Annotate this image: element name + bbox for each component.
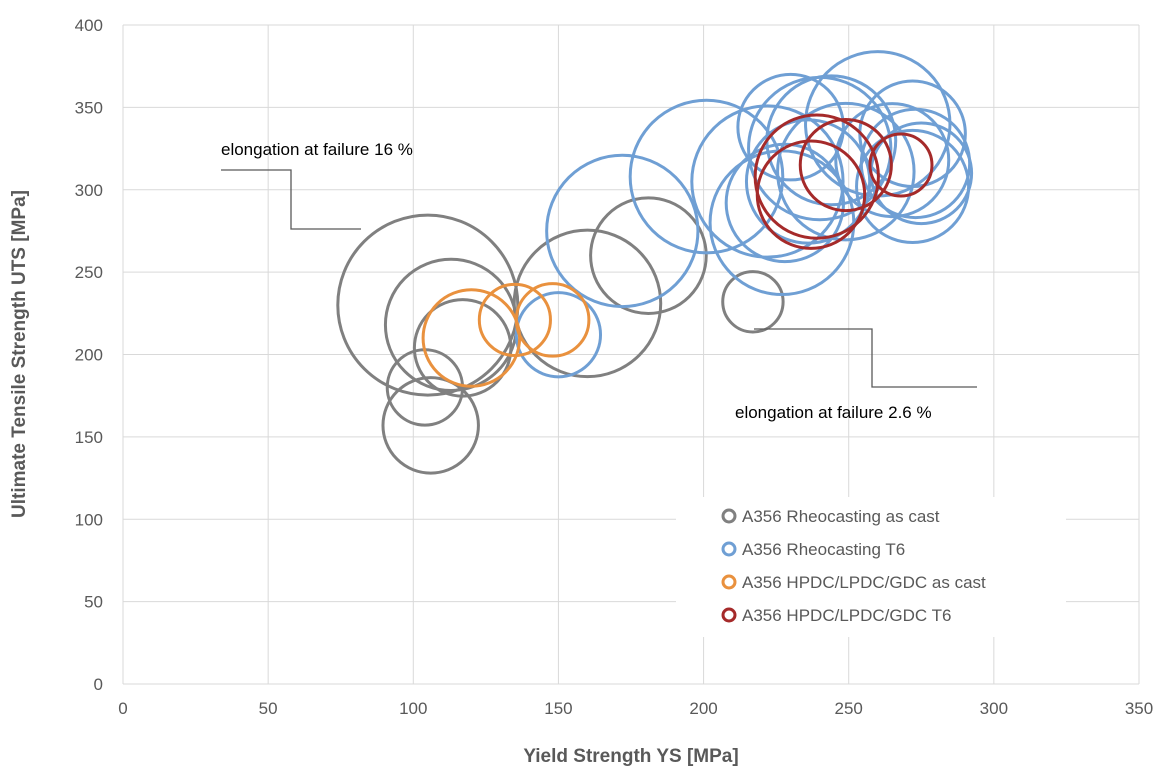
- legend-item-hpdc-t6: A356 HPDC/LPDC/GDC T6: [721, 606, 951, 625]
- bubble-series-0-point-4: [381, 376, 480, 475]
- legend: A356 Rheocasting as cast A356 Rheocastin…: [676, 497, 1066, 637]
- y-tick-label-0: 0: [94, 675, 103, 694]
- x-tick-label-3: 150: [544, 699, 572, 718]
- bubble-series-1-point-9: [776, 101, 916, 242]
- x-tick-label-0: 0: [118, 699, 127, 718]
- bubble-series-1-point-6: [736, 72, 845, 182]
- y-tick-label-1: 50: [84, 593, 103, 612]
- bubble-series-3-point-3: [868, 132, 934, 198]
- x-tick-label-1: 50: [259, 699, 278, 718]
- x-tick-label-7: 350: [1125, 699, 1153, 718]
- legend-marker-hpdc-t6: [721, 607, 737, 623]
- x-tick-label-5: 250: [835, 699, 863, 718]
- y-axis-title: Ultimate Tensile Strength UTS [MPa]: [9, 190, 30, 518]
- bubble-series-3-point-1: [755, 139, 867, 250]
- bubble-series-1-point-8: [744, 118, 872, 245]
- bubble-series-1-point-3: [690, 104, 845, 259]
- x-tick-label-4: 200: [689, 699, 717, 718]
- legend-item-hpdc-as-cast: A356 HPDC/LPDC/GDC as cast: [721, 573, 986, 592]
- legend-marker-rheocasting-as-cast: [721, 508, 737, 524]
- x-axis-title: Yield Strength YS [MPa]: [523, 746, 738, 767]
- annotation-2-6-text: elongation at failure 2.6 %: [735, 403, 932, 422]
- annotation-16: elongation at failure 16 %: [221, 140, 413, 230]
- bubble-series-2-point-1: [477, 282, 552, 357]
- data-bubbles: [336, 50, 974, 475]
- annotation-2-6: elongation at failure 2.6 %: [735, 328, 977, 422]
- bubble-series-3-point-0: [753, 113, 880, 240]
- bubble-series-1-point-16: [855, 128, 971, 244]
- x-tick-labels: 0 50 100 150 200 250 300 350: [118, 699, 1153, 718]
- annotation-2-6-leader: [754, 328, 977, 388]
- y-tick-label-8: 400: [75, 16, 103, 35]
- legend-label-hpdc-t6: A356 HPDC/LPDC/GDC T6: [742, 606, 951, 625]
- annotation-16-leader: [221, 169, 361, 230]
- y-tick-label-5: 250: [75, 263, 103, 282]
- y-tick-label-4: 200: [75, 346, 103, 365]
- legend-label-rheocasting-t6: A356 Rheocasting T6: [742, 540, 905, 559]
- bubble-series-1-point-2: [628, 98, 785, 255]
- bubble-series-1-point-12: [834, 102, 951, 219]
- annotation-16-text: elongation at failure 16 %: [221, 140, 413, 159]
- bubble-series-0-point-7: [721, 270, 785, 334]
- bubble-series-3-point-2: [798, 117, 893, 213]
- y-tick-label-6: 300: [75, 181, 103, 200]
- bubble-series-0-point-0: [336, 213, 520, 397]
- bubble-series-0-point-5: [512, 228, 663, 379]
- x-tick-label-2: 100: [399, 699, 427, 718]
- bubble-series-0-point-6: [589, 196, 708, 315]
- x-tick-label-6: 300: [980, 699, 1008, 718]
- legend-marker-rheocasting-t6: [721, 541, 737, 557]
- y-tick-label-7: 350: [75, 98, 103, 117]
- legend-item-rheocasting-t6: A356 Rheocasting T6: [721, 540, 905, 559]
- legend-label-hpdc-as-cast: A356 HPDC/LPDC/GDC as cast: [742, 573, 986, 592]
- y-tick-label-3: 150: [75, 428, 103, 447]
- bubble-series-1-point-1: [545, 153, 700, 309]
- bubble-series-1-point-0: [514, 291, 603, 379]
- bubble-series-2-point-2: [514, 282, 591, 358]
- y-tick-labels: 0 50 100 150 200 250 300 350 400: [75, 16, 103, 694]
- legend-marker-hpdc-as-cast: [721, 574, 737, 590]
- legend-label-rheocasting-as-cast: A356 Rheocasting as cast: [742, 507, 940, 526]
- y-tick-label-2: 100: [75, 510, 103, 529]
- legend-item-rheocasting-as-cast: A356 Rheocasting as cast: [721, 507, 940, 526]
- legend-background: [676, 497, 1066, 637]
